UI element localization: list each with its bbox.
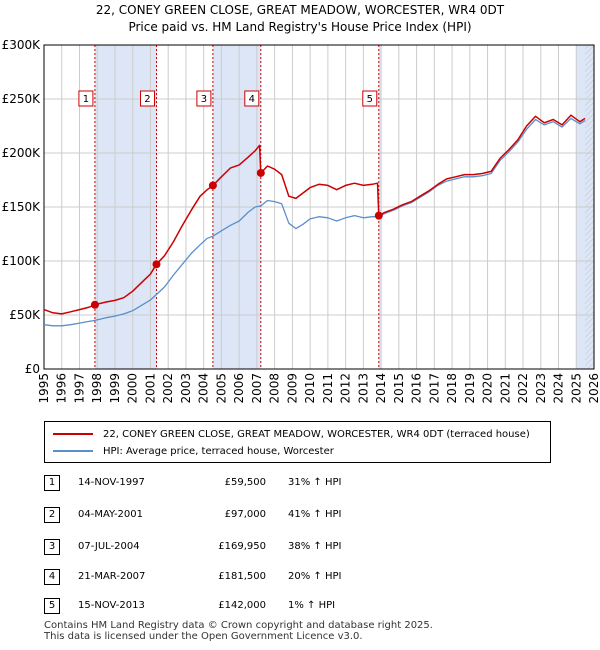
x-tick-label: 2021 [498,373,512,404]
y-tick-label: £150K [2,200,42,214]
x-tick-label: 2008 [268,373,282,404]
row-hpi-change: 20% ↑ HPI [288,571,342,582]
table-row: 3 07-JUL-2004 £169,950 38% ↑ HPI [0,539,600,557]
x-tick-label: 2024 [552,373,566,404]
y-tick-label: £250K [2,92,42,106]
transaction-label-box [196,90,212,107]
x-tick-label: 2002 [161,373,175,404]
chart-subtitle: Price paid vs. HM Land Registry's House … [128,20,472,34]
x-tick-label: 2026 [587,373,600,404]
row-number-badge: 1 [44,475,60,491]
x-tick-label: 2020 [481,373,495,404]
plot-frame [43,44,595,370]
footer-copyright: Contains HM Land Registry data © Crown c… [44,620,433,631]
row-hpi-change: 41% ↑ HPI [288,509,342,520]
legend-swatch-property [53,433,93,435]
row-date: 21-MAR-2007 [78,571,146,582]
x-tick-label: 1997 [72,373,86,404]
series-line-property [43,114,586,315]
legend-item-hpi: HPI: Average price, terraced house, Worc… [53,443,334,459]
x-tick-label: 2001 [143,373,157,404]
transaction-label: 3 [201,94,207,105]
row-price: £169,950 [218,541,266,552]
legend-label-hpi: HPI: Average price, terraced house, Worc… [103,445,334,457]
transaction-label: 1 [83,94,89,105]
row-price: £142,000 [218,600,266,611]
x-tick-label: 2025 [569,373,583,404]
chart-title: 22, CONEY GREEN CLOSE, GREAT MEADOW, WOR… [95,3,505,17]
row-date: 04-MAY-2001 [78,509,144,520]
table-row: 5 15-NOV-2013 £142,000 1% ↑ HPI [0,598,600,616]
transaction-label-box [362,90,378,107]
x-tick-label: 2010 [303,373,317,404]
y-tick-label: £100K [2,254,42,268]
x-tick-label: 1995 [37,373,51,404]
y-tick-label: £50K [9,308,41,322]
x-tick-label: 2022 [516,373,530,404]
table-row: 1 14-NOV-1997 £59,500 31% ↑ HPI [0,475,600,493]
table-row: 2 04-MAY-2001 £97,000 41% ↑ HPI [0,507,600,525]
x-tick-label: 2023 [534,373,548,404]
row-price: £181,500 [218,571,266,582]
row-number-badge: 3 [44,539,60,555]
transaction-label: 5 [367,94,373,105]
y-tick-label: £0 [25,362,40,376]
x-tick-label: 1998 [90,373,104,404]
row-date: 14-NOV-1997 [78,477,145,488]
x-tick-label: 2014 [374,373,388,404]
row-number-badge: 4 [44,569,60,585]
row-price: £59,500 [224,477,266,488]
x-tick-label: 1996 [55,373,69,404]
x-tick-label: 2007 [250,373,264,404]
transaction-label-box [139,90,155,107]
transaction-label-box [244,90,260,107]
x-tick-label: 2009 [285,373,299,404]
transaction-label-box [78,90,94,107]
x-tick-label: 2012 [339,373,353,404]
transaction-marker [152,260,161,269]
transaction-label: 4 [249,94,255,105]
transaction-marker [208,181,217,190]
forecast-hatch [585,45,594,369]
transaction-marker [374,211,383,220]
series-line-hpi [43,117,586,327]
x-tick-label: 2006 [232,373,246,404]
row-price: £97,000 [224,509,266,520]
legend-item-property: 22, CONEY GREEN CLOSE, GREAT MEADOW, WOR… [53,426,530,442]
row-date: 15-NOV-2013 [78,600,145,611]
x-tick-label: 2005 [214,373,228,404]
x-tick-label: 2000 [126,373,140,404]
x-tick-label: 2015 [392,373,406,404]
x-tick-label: 2017 [427,373,441,404]
x-tick-label: 2016 [410,373,424,404]
y-tick-label: £300K [2,38,42,52]
row-number-badge: 5 [44,598,60,614]
footer-licence: This data is licensed under the Open Gov… [44,631,363,642]
table-row: 4 21-MAR-2007 £181,500 20% ↑ HPI [0,569,600,587]
x-tick-label: 2019 [463,373,477,404]
row-date: 07-JUL-2004 [78,541,140,552]
legend-swatch-hpi [53,450,93,452]
x-tick-label: 2018 [445,373,459,404]
x-tick-label: 2011 [321,373,335,404]
legend-label-property: 22, CONEY GREEN CLOSE, GREAT MEADOW, WOR… [103,428,530,440]
x-tick-label: 2013 [356,373,370,404]
transaction-marker [90,300,99,309]
row-hpi-change: 31% ↑ HPI [288,477,342,488]
x-tick-label: 1999 [108,373,122,404]
row-hpi-change: 1% ↑ HPI [288,600,336,611]
x-tick-label: 2004 [197,373,211,404]
row-number-badge: 2 [44,507,60,523]
row-hpi-change: 38% ↑ HPI [288,541,342,552]
y-tick-label: £200K [2,146,42,160]
x-tick-label: 2003 [179,373,193,404]
transaction-label: 2 [144,94,150,105]
legend: 22, CONEY GREEN CLOSE, GREAT MEADOW, WOR… [44,421,551,463]
transaction-marker [256,168,265,177]
